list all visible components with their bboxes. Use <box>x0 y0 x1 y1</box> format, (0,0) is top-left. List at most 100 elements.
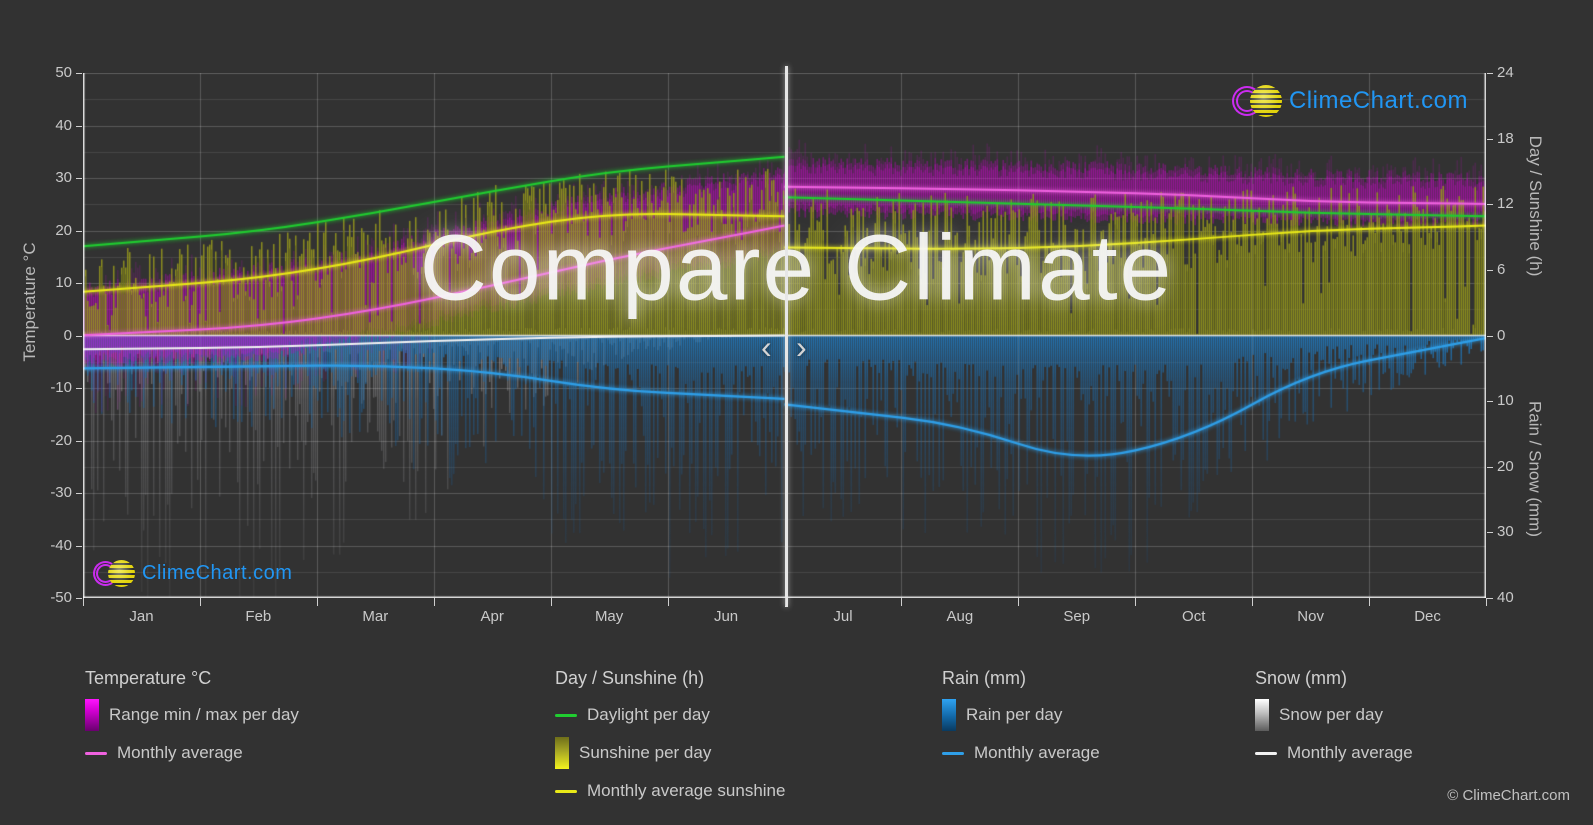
day-axis-tick-mark <box>1487 204 1493 206</box>
legend-item: Daylight per day <box>555 696 785 734</box>
snow-average-line-swatch-icon <box>1255 751 1277 755</box>
legend-item: Snow per day <box>1255 696 1413 734</box>
month-tick-mark <box>1135 598 1137 606</box>
temp-axis-tick-mark <box>76 493 82 494</box>
temp-axis-tick-mark <box>76 598 82 599</box>
legend-group-snow-mm: Snow (mm) Snow per day Monthly average <box>1255 668 1413 772</box>
divider-right-chevron-icon[interactable]: › <box>796 329 807 365</box>
month-tick-mark <box>1252 598 1254 606</box>
climechart-logo-bottom[interactable]: ClimeChart.com <box>93 560 292 587</box>
logo-c-ring-icon <box>1231 86 1262 116</box>
rain-axis-tick-mark <box>1487 532 1493 534</box>
legend-item: Range min / max per day <box>85 696 299 734</box>
month-label: Oct <box>1182 608 1206 625</box>
compare-divider-handle[interactable] <box>785 66 788 607</box>
temp-axis-tick-mark <box>76 125 82 127</box>
month-tick-mark <box>550 598 552 606</box>
temp-axis-tick-label: -30 <box>50 484 72 501</box>
logo-c-ring-icon <box>93 561 118 586</box>
logo-sun-icon <box>108 560 135 587</box>
month-tick-mark <box>316 598 318 606</box>
temp-axis-tick-label: 30 <box>55 169 72 186</box>
temp-axis-tick-mark <box>76 388 82 389</box>
sunshine-average-line-swatch-icon <box>555 789 577 793</box>
legend-group-temperature-c: Temperature °C Range min / max per day Mon… <box>85 668 299 772</box>
month-tick-mark <box>1018 598 1020 606</box>
month-tick-mark <box>83 598 84 606</box>
temp-axis-tick-label: 0 <box>63 326 72 344</box>
snow-swatch-icon <box>1255 699 1269 731</box>
month-tick-mark <box>1369 598 1371 606</box>
legend-group-title: Day / Sunshine (h) <box>555 668 705 688</box>
legend-item: Monthly average <box>85 734 299 772</box>
month-label: May <box>594 608 624 625</box>
day-axis-tick-mark <box>1487 73 1493 74</box>
legend-item-label: Monthly average <box>117 743 243 762</box>
day-axis-tick-label: 12 <box>1497 195 1514 213</box>
legend-item: Monthly average <box>1255 734 1413 772</box>
month-label: Apr <box>480 608 504 625</box>
legend-item-label: Rain per day <box>966 705 1063 724</box>
day-axis-tick-mark <box>1487 269 1493 271</box>
temp-axis-tick-label: 50 <box>55 64 72 81</box>
rain-axis-tick-mark <box>1487 598 1493 599</box>
month-label: Nov <box>1297 608 1324 625</box>
logo-text: ClimeChart.com <box>1288 87 1468 114</box>
temp-axis-tick-mark <box>76 440 82 442</box>
rain-axis-tick-label: 30 <box>1497 523 1514 541</box>
legend-group-title: Rain (mm) <box>942 668 1026 688</box>
temp-axis-title: Temperature °C <box>20 242 39 362</box>
temp-axis-tick-mark <box>76 283 82 284</box>
legend-item-label: Monthly average <box>974 743 1100 762</box>
day-axis-tick-label: 6 <box>1497 260 1506 278</box>
day-axis-tick-label: 18 <box>1497 129 1514 147</box>
legend-group-title: Snow (mm) <box>1255 668 1348 688</box>
temp-axis-tick-label: 10 <box>55 274 72 291</box>
climechart-logo-top[interactable]: ClimeChart.com <box>1231 85 1468 117</box>
legend-item: Monthly average <box>942 734 1100 772</box>
month-tick-mark <box>667 598 669 606</box>
legend-item-label: Snow per day <box>1279 705 1383 724</box>
month-label: Mar <box>362 608 389 625</box>
month-label: Feb <box>245 608 272 625</box>
climate-chart-canvas <box>83 73 1486 598</box>
rain-axis-tick-mark <box>1487 335 1493 337</box>
temp-axis-tick-label: 20 <box>55 221 72 239</box>
month-label: Jun <box>713 608 739 625</box>
day-axis-tick-label: 24 <box>1497 64 1514 81</box>
legend-item-label: Monthly average sunshine <box>587 781 786 800</box>
temp-axis-tick-label: -20 <box>50 431 72 449</box>
legend-item: Rain per day <box>942 696 1100 734</box>
rain-average-line-swatch-icon <box>942 751 964 755</box>
legend-item-label: Daylight per day <box>587 705 710 724</box>
rain-axis-tick-label: 40 <box>1497 589 1514 606</box>
temp-axis-tick-label: -50 <box>50 589 72 606</box>
logo-sun-icon <box>1249 85 1282 117</box>
temp-axis-tick-mark <box>76 335 82 337</box>
rain-swatch-icon <box>942 699 956 731</box>
temp-range-swatch-icon <box>85 699 99 731</box>
month-label: Sep <box>1063 608 1091 625</box>
month-tick-mark <box>901 598 903 606</box>
sunshine-swatch-icon <box>555 737 569 769</box>
legend-group-rain-mm: Rain (mm) Rain per day Monthly average <box>942 668 1100 772</box>
temp-axis-tick-label: 40 <box>55 116 72 134</box>
rain-axis-tick-label: 10 <box>1497 392 1514 410</box>
temp-axis-tick-mark <box>76 73 82 74</box>
divider-left-chevron-icon[interactable]: ‹ <box>761 329 772 365</box>
rain-axis-tick-mark <box>1487 466 1493 468</box>
temp-axis-tick-label: -40 <box>50 536 72 554</box>
temp-average-line-swatch-icon <box>85 751 107 755</box>
rain-axis-tick-label: 0 <box>1497 326 1506 344</box>
month-tick-mark <box>433 598 435 606</box>
month-tick-mark <box>784 598 786 606</box>
legend-item: Monthly average sunshine <box>555 772 785 810</box>
rain-axis-tick-label: 20 <box>1497 457 1514 475</box>
legend-item-label: Monthly average <box>1287 743 1413 762</box>
legend-group-title: Temperature °C <box>85 668 212 688</box>
temp-axis-tick-label: -10 <box>50 379 72 396</box>
temp-axis-tick-mark <box>76 545 82 547</box>
month-label: Jan <box>129 608 154 625</box>
copyright-text: © ClimeChart.com <box>1447 787 1570 804</box>
